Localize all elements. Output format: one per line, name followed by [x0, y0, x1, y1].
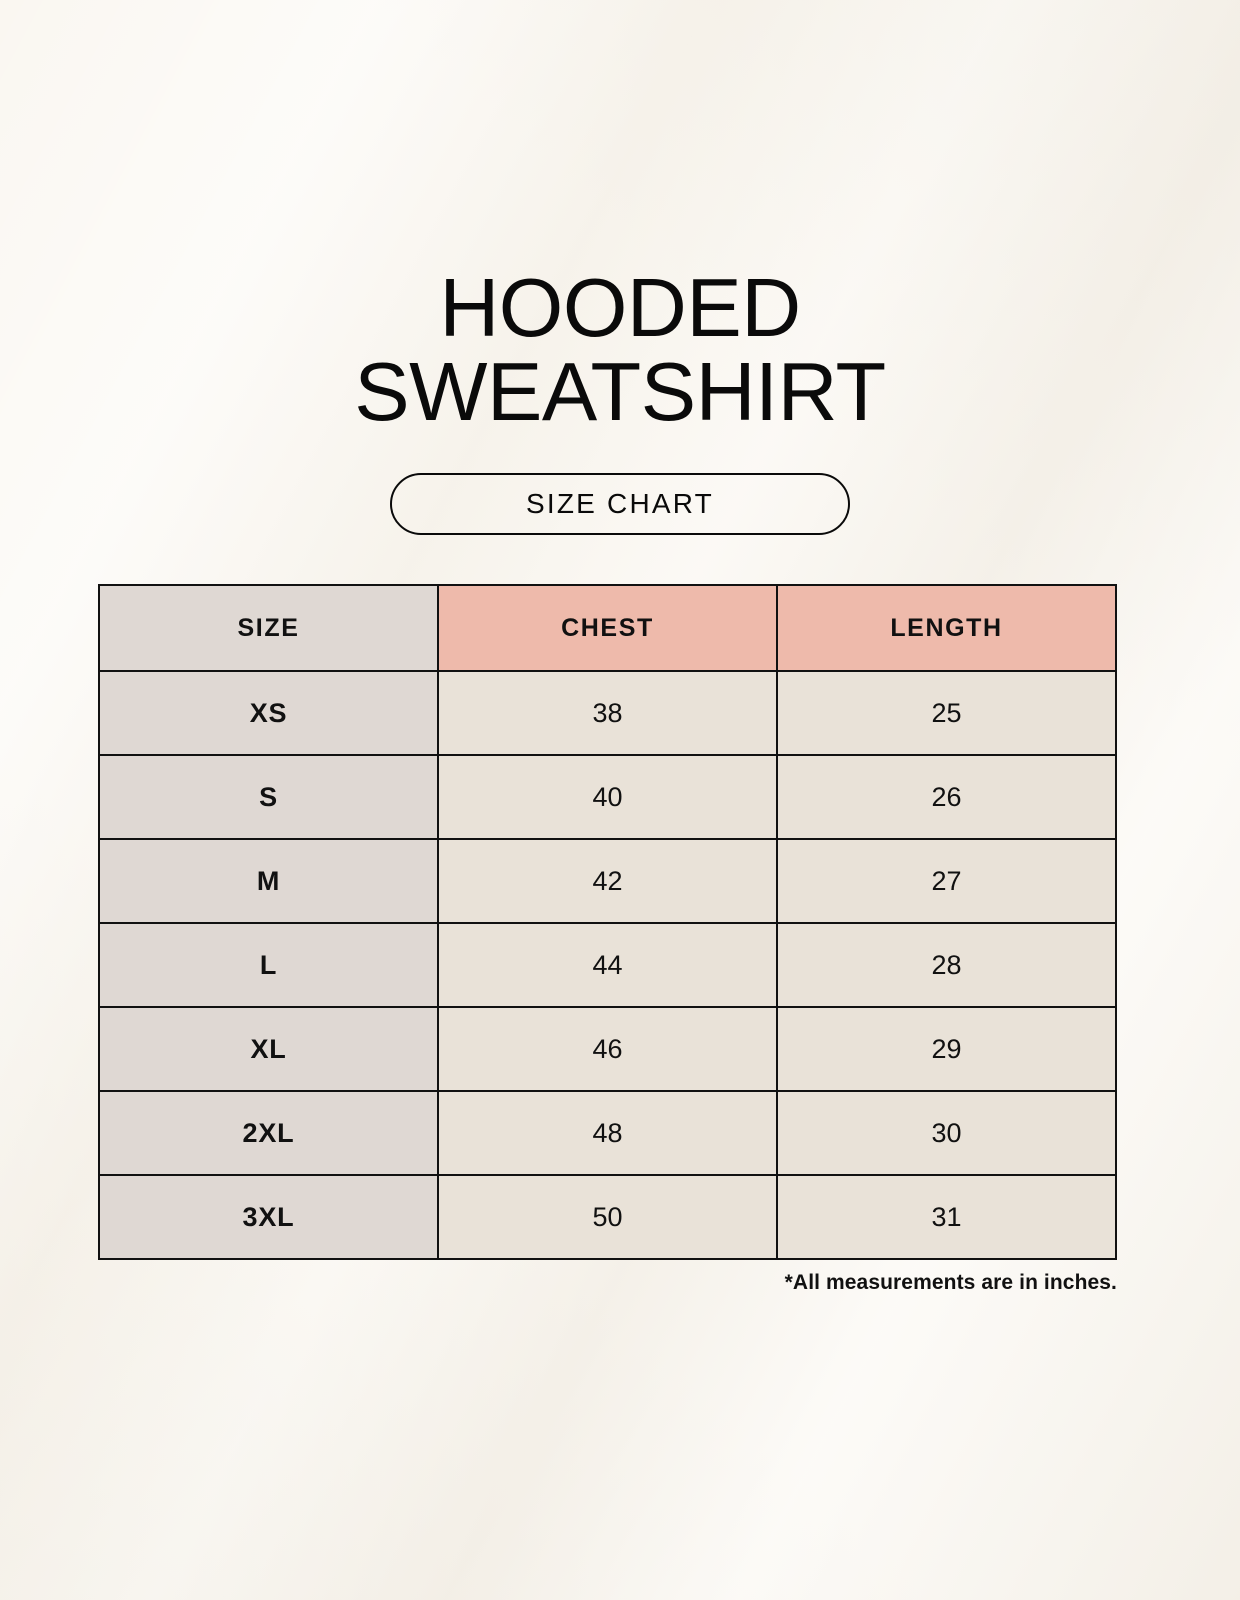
cell-length: 30 — [776, 1090, 1117, 1176]
cell-size: 2XL — [98, 1090, 439, 1176]
cell-chest: 50 — [437, 1174, 778, 1260]
cell-chest: 42 — [437, 838, 778, 924]
table-row: 3XL 50 31 — [98, 1174, 1117, 1260]
cell-chest: 40 — [437, 754, 778, 840]
cell-length: 27 — [776, 838, 1117, 924]
size-table-head: SIZE CHEST LENGTH — [98, 584, 1117, 672]
cell-chest: 38 — [437, 670, 778, 756]
size-table-body: XS 38 25 S 40 26 M 42 27 L 44 28 — [98, 670, 1117, 1260]
table-row: XS 38 25 — [98, 670, 1117, 756]
cell-size: S — [98, 754, 439, 840]
cell-size: M — [98, 838, 439, 924]
table-row: 2XL 48 30 — [98, 1090, 1117, 1176]
table-row: M 42 27 — [98, 838, 1117, 924]
table-row: S 40 26 — [98, 754, 1117, 840]
cell-size: XS — [98, 670, 439, 756]
cell-size: L — [98, 922, 439, 1008]
cell-size: 3XL — [98, 1174, 439, 1260]
table-row: XL 46 29 — [98, 1006, 1117, 1092]
size-chart-badge: SIZE CHART — [390, 473, 850, 535]
cell-length: 29 — [776, 1006, 1117, 1092]
page-title: HOODED SWEATSHIRT — [0, 261, 1240, 438]
cell-length: 28 — [776, 922, 1117, 1008]
title-line-2: SWEATSHIRT — [354, 345, 886, 438]
cell-length: 25 — [776, 670, 1117, 756]
column-header-length: LENGTH — [776, 584, 1117, 672]
cell-chest: 46 — [437, 1006, 778, 1092]
size-table-wrap: SIZE CHEST LENGTH XS 38 25 S 40 26 M — [98, 584, 1117, 1260]
cell-size: XL — [98, 1006, 439, 1092]
cell-chest: 44 — [437, 922, 778, 1008]
table-row: L 44 28 — [98, 922, 1117, 1008]
column-header-chest: CHEST — [437, 584, 778, 672]
title-line-1: HOODED — [439, 261, 801, 354]
column-header-size: SIZE — [98, 584, 439, 672]
cell-chest: 48 — [437, 1090, 778, 1176]
cell-length: 31 — [776, 1174, 1117, 1260]
size-table: SIZE CHEST LENGTH XS 38 25 S 40 26 M — [98, 584, 1117, 1260]
cell-length: 26 — [776, 754, 1117, 840]
table-header-row: SIZE CHEST LENGTH — [98, 584, 1117, 672]
measurement-units-footnote: *All measurements are in inches. — [784, 1271, 1117, 1294]
size-chart-badge-wrap: SIZE CHART — [0, 473, 1240, 535]
